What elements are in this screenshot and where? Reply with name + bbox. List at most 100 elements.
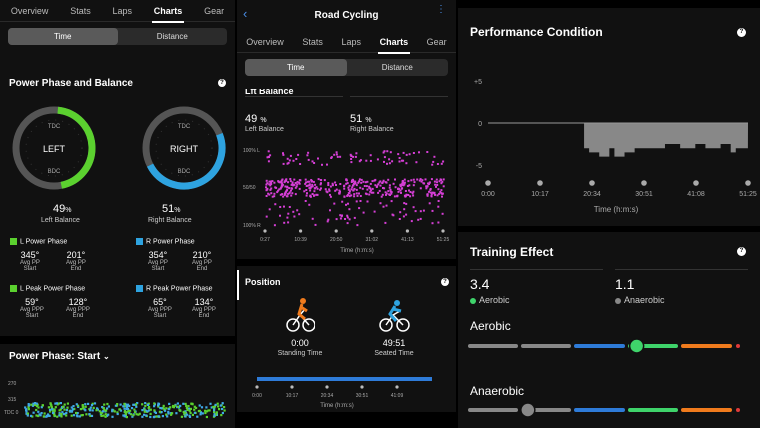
- balance-point: [341, 200, 344, 203]
- balance-point: [336, 155, 339, 158]
- power-phase-point: [164, 409, 167, 412]
- balance-point: [388, 162, 391, 165]
- power-phase-point: [83, 408, 86, 411]
- help-icon[interactable]: ?: [737, 28, 746, 37]
- balance-point: [415, 161, 418, 164]
- balance-point: [353, 182, 356, 185]
- power-phase-point: [103, 408, 106, 411]
- x-tick-dot: [485, 180, 491, 186]
- x-tick-dot: [290, 385, 294, 389]
- balance-point: [437, 200, 440, 202]
- back-chevron-icon[interactable]: ‹: [243, 6, 248, 21]
- tab-charts[interactable]: Charts: [377, 33, 411, 54]
- help-icon[interactable]: ?: [441, 278, 449, 286]
- x-tick-dot: [299, 229, 303, 233]
- balance-point: [413, 181, 416, 184]
- toggle-time[interactable]: Time: [8, 28, 118, 45]
- chevron-down-icon[interactable]: ⌄: [102, 352, 110, 361]
- balance-point: [436, 184, 439, 186]
- power-phase-point: [92, 406, 95, 409]
- power-phase-point: [40, 412, 43, 415]
- tab-laps[interactable]: Laps: [112, 5, 133, 16]
- balance-point: [311, 217, 314, 220]
- balance-point: [327, 182, 330, 184]
- balance-point: [414, 210, 417, 213]
- balance-point: [265, 189, 268, 192]
- balance-point: [400, 159, 403, 162]
- balance-point: [290, 187, 293, 190]
- aerobic-dot-icon: [470, 297, 476, 304]
- toggle-time[interactable]: Time: [245, 59, 347, 76]
- balance-point: [433, 180, 436, 183]
- power-phase-point: [199, 413, 202, 416]
- more-options-icon[interactable]: ⋮: [436, 4, 446, 15]
- balance-point: [268, 208, 271, 211]
- balance-point: [394, 186, 397, 189]
- tab-laps[interactable]: Laps: [341, 36, 361, 47]
- power-phase-point: [70, 410, 74, 413]
- power-phase-start-title[interactable]: Power Phase: Start ⌄: [9, 351, 110, 362]
- power-phase-point: [116, 412, 119, 416]
- tab-stats[interactable]: Stats: [302, 36, 323, 47]
- balance-point: [358, 180, 361, 183]
- power-phase-point: [59, 408, 62, 411]
- balance-point: [388, 184, 391, 187]
- tab-stats[interactable]: Stats: [70, 5, 91, 16]
- balance-point: [369, 159, 372, 162]
- help-icon[interactable]: ?: [218, 79, 226, 87]
- balance-point: [266, 156, 269, 159]
- balance-point: [393, 195, 396, 198]
- power-phase-point: [129, 409, 132, 412]
- balance-point: [314, 187, 317, 190]
- section-divider: [0, 336, 235, 344]
- l-ppp-start: 59° Avg PPP Start: [20, 297, 44, 319]
- balance-point: [274, 203, 277, 206]
- power-phase-point: [106, 407, 109, 410]
- power-phase-point: [53, 414, 56, 417]
- balance-point: [369, 182, 372, 185]
- power-phase-point: [147, 402, 150, 405]
- tab-overview[interactable]: Overview: [10, 5, 49, 16]
- x-tick-label: 0:27: [260, 237, 270, 243]
- help-icon[interactable]: ?: [737, 247, 746, 256]
- balance-point: [428, 190, 430, 193]
- left-gauge-bdc: BDC: [48, 169, 61, 175]
- balance-point: [331, 182, 334, 185]
- power-phase-point: [125, 411, 128, 414]
- balance-point: [286, 189, 289, 191]
- balance-point: [412, 184, 415, 187]
- balance-point: [381, 193, 384, 196]
- tab-gear[interactable]: Gear: [426, 36, 447, 47]
- balance-point: [420, 180, 423, 183]
- tab-overview[interactable]: Overview: [246, 36, 284, 47]
- balance-point: [283, 205, 285, 208]
- x-tick-label: 41:13: [401, 237, 414, 243]
- power-phase-point: [223, 409, 226, 412]
- power-phase-point: [188, 414, 191, 417]
- y-tick-label: -5: [476, 163, 482, 170]
- balance-point: [316, 187, 319, 190]
- power-phase-point: [72, 405, 75, 408]
- balance-point: [437, 188, 440, 191]
- power-phase-point: [45, 414, 49, 417]
- power-phase-point: [71, 408, 75, 411]
- power-phase-point: [27, 403, 30, 406]
- balance-point: [382, 179, 385, 182]
- power-phase-point: [52, 411, 55, 414]
- divider-left: [245, 96, 343, 97]
- power-phase-point: [167, 412, 170, 415]
- power-phase-point: [50, 406, 54, 409]
- toggle-distance[interactable]: Distance: [381, 63, 413, 72]
- time-distance-toggle: Time Distance: [245, 59, 448, 76]
- balance-point: [273, 224, 276, 227]
- tab-gear[interactable]: Gear: [204, 5, 225, 16]
- balance-point: [383, 150, 386, 153]
- toggle-distance[interactable]: Distance: [156, 32, 188, 41]
- balance-point: [343, 184, 346, 187]
- power-phase-point: [126, 403, 130, 406]
- te-scale-segment: [468, 408, 518, 412]
- balance-point: [265, 186, 267, 189]
- balance-point: [355, 152, 358, 155]
- balance-point: [268, 183, 271, 186]
- tab-charts[interactable]: Charts: [151, 2, 185, 23]
